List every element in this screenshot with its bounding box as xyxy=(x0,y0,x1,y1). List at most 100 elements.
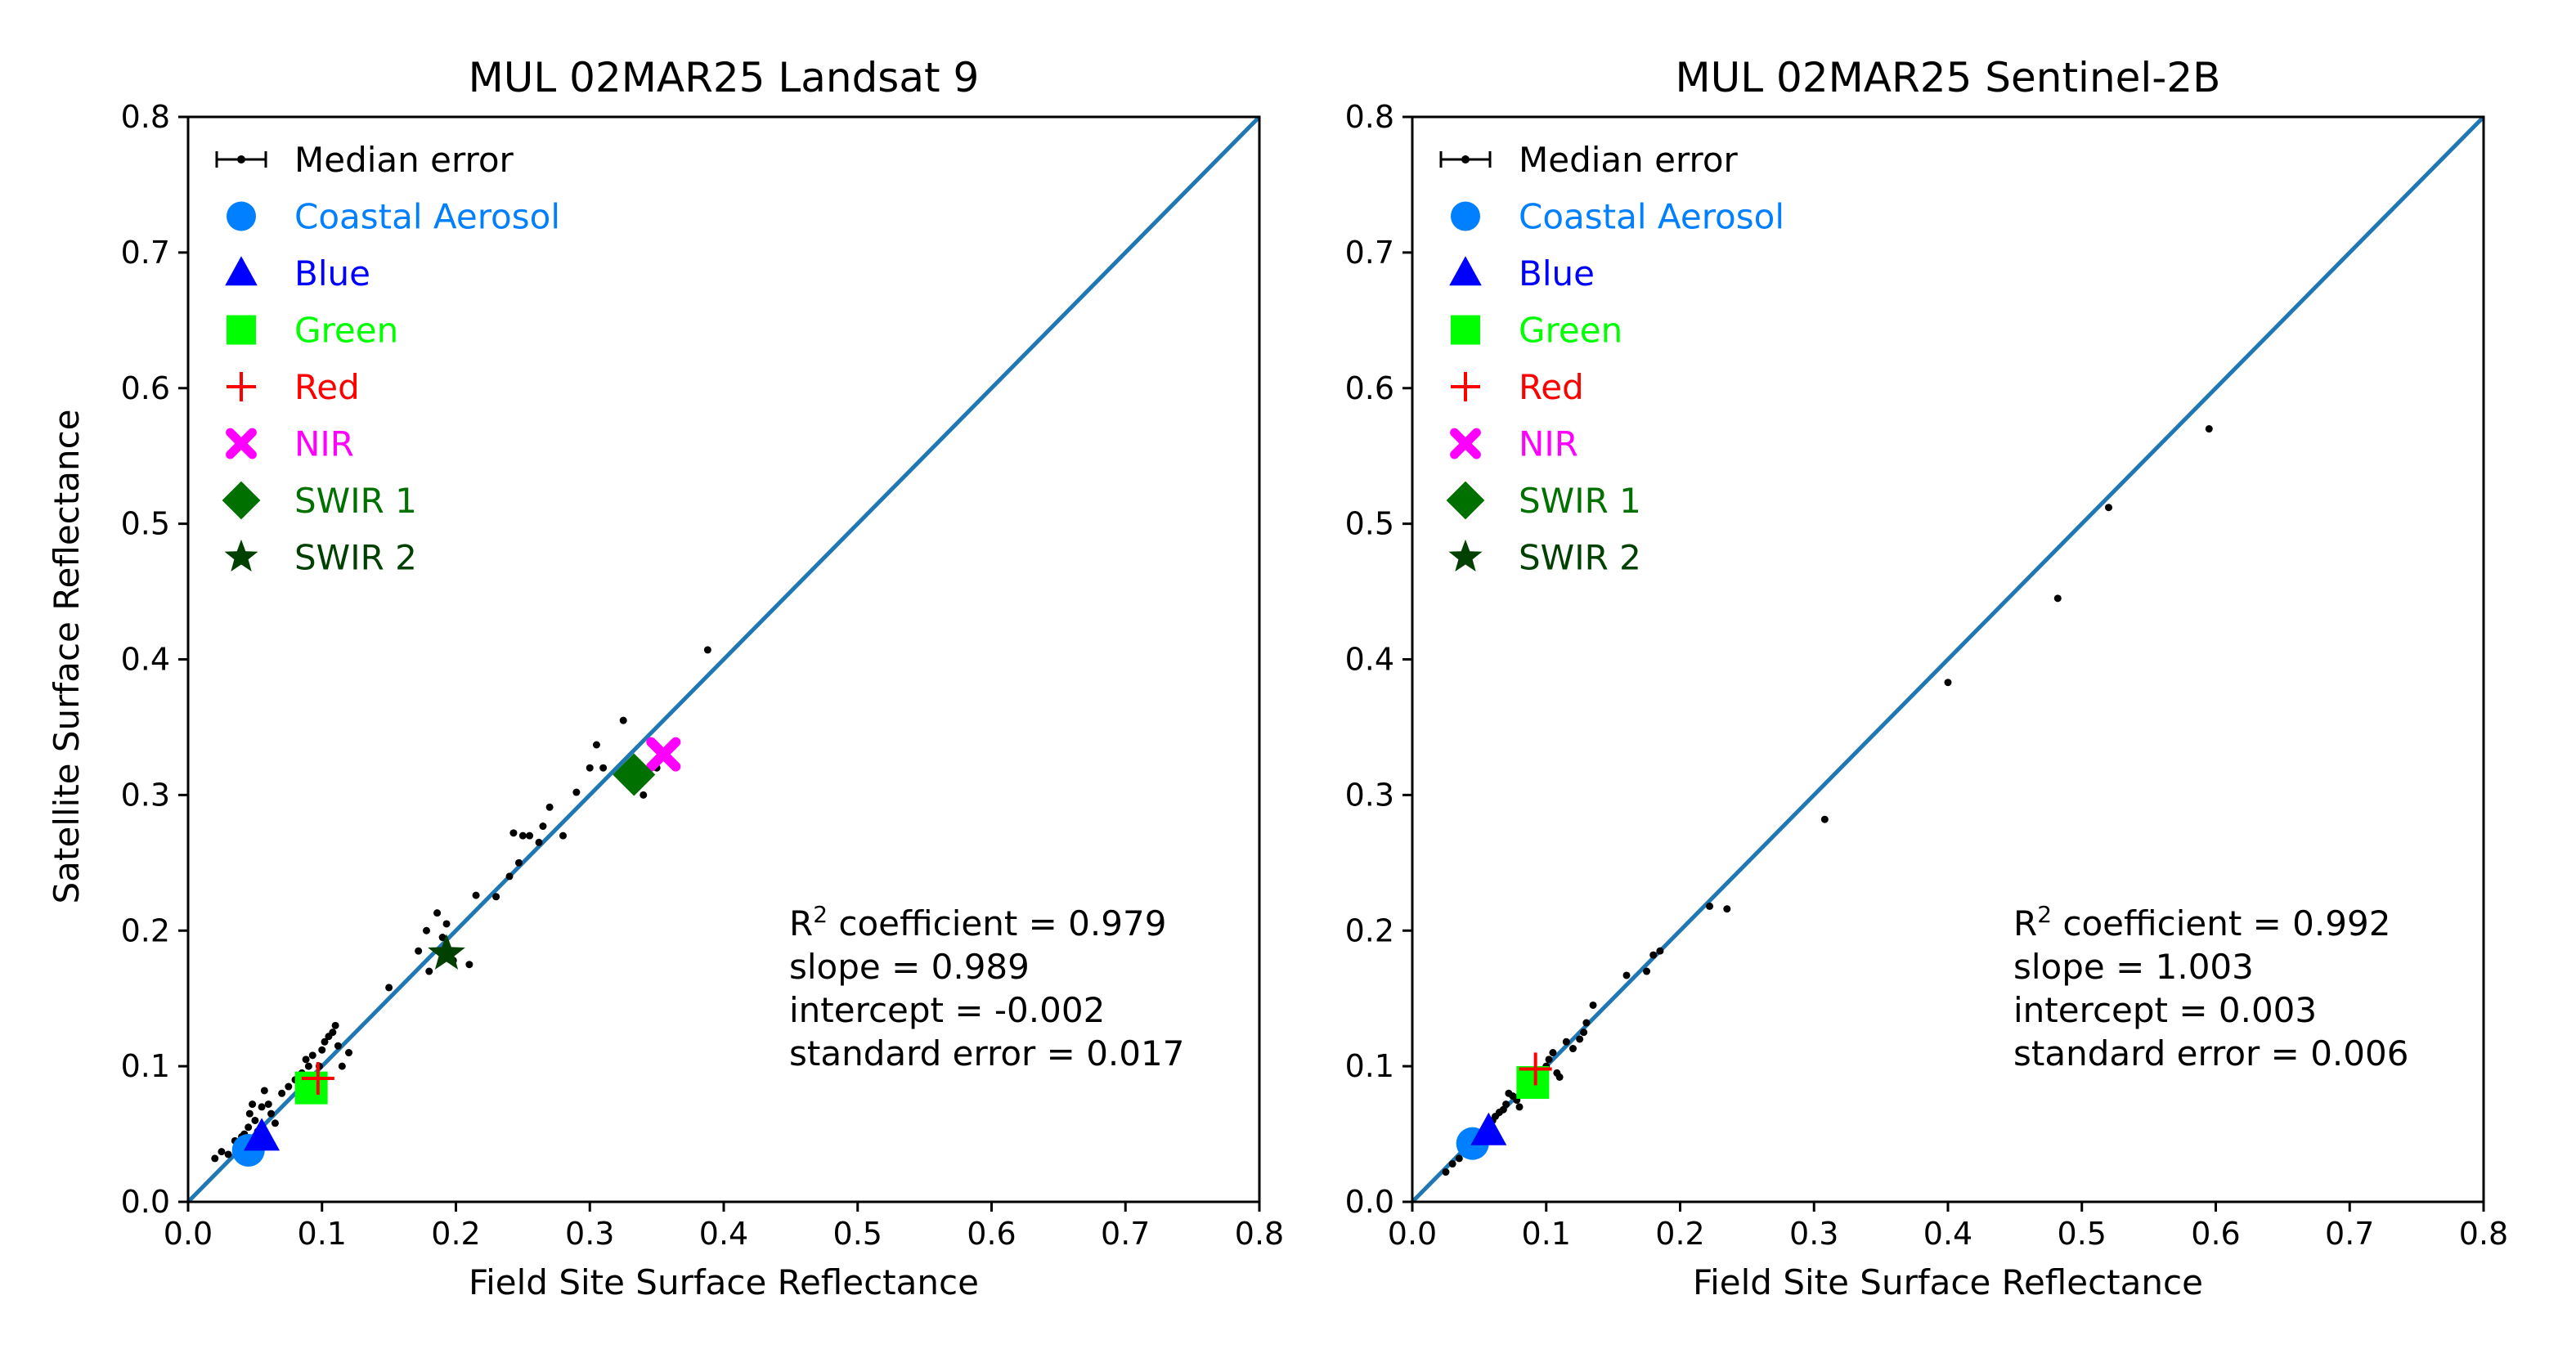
legend-median-error-label: Median error xyxy=(294,140,514,180)
r2-letter: R xyxy=(2013,903,2037,943)
red-marker xyxy=(301,1062,334,1096)
median-point xyxy=(1580,1029,1588,1037)
legend-swir-1-entry: SWIR 1 xyxy=(1446,481,1641,521)
legend-median-error-label: Median error xyxy=(1519,140,1739,180)
median-point xyxy=(334,1042,342,1050)
x-tick-label: 0.5 xyxy=(2058,1216,2107,1252)
legend-coastal-aerosol-label: Coastal Aerosol xyxy=(294,197,560,237)
median-point xyxy=(1576,1035,1584,1043)
stderr-line: standard error = 0.006 xyxy=(2013,1033,2408,1073)
median-point xyxy=(1499,1105,1507,1114)
x-tick-label: 0.7 xyxy=(1101,1216,1150,1252)
median-point xyxy=(304,1062,312,1070)
legend-red-symbol xyxy=(1451,372,1480,401)
median-point xyxy=(271,1119,279,1127)
intercept-line: intercept = 0.003 xyxy=(2013,990,2317,1030)
median-point xyxy=(505,872,514,881)
y-tick-label: 0.0 xyxy=(1345,1184,1394,1220)
median-point xyxy=(526,831,534,840)
median-point xyxy=(465,961,473,969)
axis-ticks xyxy=(1402,115,2485,1212)
median-point xyxy=(338,1062,346,1070)
swir-1-marker xyxy=(613,753,656,796)
y-tick-label: 0.4 xyxy=(1345,642,1394,678)
median-point xyxy=(703,646,711,654)
y-tick-label: 0.5 xyxy=(121,506,170,542)
median-point xyxy=(509,829,518,837)
median-point xyxy=(267,1109,276,1118)
legend-blue-entry: Blue xyxy=(1449,253,1595,294)
legend-blue-label: Blue xyxy=(294,253,370,294)
y-tick-label: 0.6 xyxy=(121,370,170,406)
median-point xyxy=(1643,967,1651,975)
r2-letter: R xyxy=(789,903,813,943)
y-tick-label: 0.6 xyxy=(1345,370,1394,406)
legend-swir-1-symbol xyxy=(1446,481,1485,520)
median-point xyxy=(559,831,567,840)
median-point xyxy=(1656,947,1664,955)
chart-title: MUL 02MAR25 Sentinel-2B xyxy=(1676,54,2221,101)
legend-swir-2-symbol xyxy=(224,539,258,571)
legend-green-symbol xyxy=(1451,315,1480,345)
legend-nir-label: NIR xyxy=(294,424,354,464)
median-point xyxy=(1502,1100,1510,1109)
median-point xyxy=(345,1049,352,1057)
median-point xyxy=(1515,1103,1524,1111)
median-point xyxy=(285,1082,293,1091)
median-point xyxy=(1706,902,1714,910)
y-tick-label: 0.2 xyxy=(1345,912,1394,948)
legend-swir-1-symbol xyxy=(222,481,261,520)
median-point xyxy=(218,1148,226,1156)
legend-green-entry: Green xyxy=(1451,311,1622,351)
legend-blue-entry: Blue xyxy=(225,253,370,294)
median-point xyxy=(472,891,480,899)
x-axis-label: Field Site Surface Reflectance xyxy=(469,1262,979,1302)
y-tick-label: 0.3 xyxy=(121,777,170,813)
median-point xyxy=(425,967,433,975)
x-tick-label: 0.3 xyxy=(565,1216,614,1252)
y-tick-label: 0.5 xyxy=(1345,506,1394,542)
median-point xyxy=(1649,951,1658,959)
legend-red-label: Red xyxy=(294,367,360,407)
median-point xyxy=(2105,504,2112,512)
legend-coastal-aerosol-symbol xyxy=(1451,201,1480,231)
legend-swir-1-entry: SWIR 1 xyxy=(222,481,417,521)
legend-red-entry: Red xyxy=(227,367,360,407)
median-point xyxy=(302,1055,310,1064)
median-point xyxy=(492,893,500,901)
legend-median-error-symbol xyxy=(215,151,267,168)
median-point xyxy=(260,1087,268,1095)
legend-swir-1-label: SWIR 1 xyxy=(1519,481,1641,521)
intercept-line: intercept = -0.002 xyxy=(789,990,1105,1030)
y-tick-label: 0.1 xyxy=(1345,1048,1394,1084)
median-point xyxy=(245,1109,254,1118)
y-tick-label: 0.8 xyxy=(1345,99,1394,135)
median-point xyxy=(224,1150,232,1159)
x-axis-label: Field Site Surface Reflectance xyxy=(1693,1262,2203,1302)
median-point xyxy=(415,947,423,955)
legend-coastal-aerosol-label: Coastal Aerosol xyxy=(1519,197,1784,237)
legend-coastal-aerosol-entry: Coastal Aerosol xyxy=(1451,197,1784,237)
x-tick-label: 0.5 xyxy=(833,1216,882,1252)
median-point xyxy=(1589,1001,1597,1009)
median-point xyxy=(1582,1019,1591,1027)
median-point xyxy=(321,1038,329,1046)
legend-swir-2-entry: SWIR 2 xyxy=(224,538,417,578)
legend-coastal-aerosol-symbol xyxy=(227,201,256,231)
median-point xyxy=(442,920,451,928)
median-point xyxy=(1820,815,1829,823)
stderr-line: standard error = 0.017 xyxy=(789,1033,1184,1073)
statistics-annotation: R2 coefficient = 0.979 slope = 0.989 int… xyxy=(789,901,1184,1073)
red-marker xyxy=(1519,1052,1552,1086)
legend-nir-entry: NIR xyxy=(226,424,354,464)
median-point xyxy=(329,1029,337,1037)
median-point xyxy=(211,1154,219,1163)
y-tick-label: 0.7 xyxy=(121,235,170,271)
median-point xyxy=(619,716,627,724)
median-point xyxy=(518,831,527,840)
legend-coastal-aerosol-entry: Coastal Aerosol xyxy=(227,197,560,237)
blue-marker xyxy=(1470,1112,1507,1145)
median-point xyxy=(1549,1049,1557,1057)
x-tick-label: 0.7 xyxy=(2325,1216,2374,1252)
